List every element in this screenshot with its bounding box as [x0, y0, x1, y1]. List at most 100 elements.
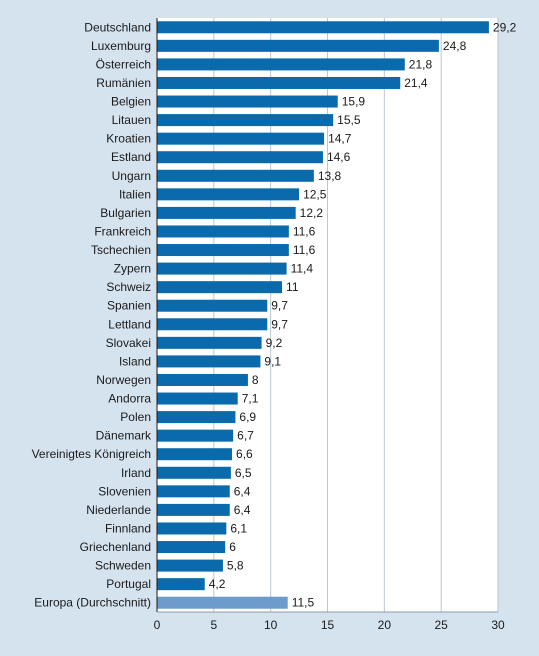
category-label: Schweden	[95, 559, 151, 573]
value-label: 6,1	[230, 521, 247, 535]
category-label: Lettland	[108, 317, 151, 331]
x-tick-label: 30	[491, 618, 505, 632]
bar	[157, 262, 287, 275]
bar	[157, 429, 234, 442]
bar	[157, 132, 325, 145]
x-tick-label: 5	[210, 618, 217, 632]
category-label: Polen	[120, 410, 151, 424]
category-label: Österreich	[96, 57, 151, 71]
category-label: Litauen	[112, 113, 151, 127]
category-label: Frankreich	[94, 224, 151, 238]
value-label: 6,6	[236, 447, 253, 461]
value-label: 9,2	[266, 336, 283, 350]
category-label: Slovenien	[98, 484, 151, 498]
bar	[157, 318, 268, 331]
category-label: Tschechien	[91, 243, 151, 257]
bar	[157, 411, 236, 424]
bar	[157, 373, 248, 386]
category-label: Estland	[111, 150, 151, 164]
value-label: 5,8	[227, 559, 244, 573]
category-label: Italien	[119, 187, 151, 201]
value-label: 9,7	[271, 299, 288, 313]
category-label: Rumänien	[96, 76, 151, 90]
bar	[157, 76, 401, 89]
category-label: Finnland	[105, 521, 151, 535]
value-label: 9,7	[271, 317, 288, 331]
category-label: Schweiz	[106, 280, 151, 294]
bar	[157, 114, 334, 127]
bar	[157, 225, 289, 238]
value-label: 21,8	[409, 57, 433, 71]
bar	[157, 578, 205, 591]
value-label: 6,7	[237, 429, 254, 443]
category-label: Niederlande	[86, 503, 151, 517]
category-label: Ungarn	[112, 169, 151, 183]
category-label: Dänemark	[96, 429, 152, 443]
value-label: 7,1	[242, 392, 259, 406]
category-label: Belgien	[111, 95, 151, 109]
value-label: 21,4	[404, 76, 428, 90]
category-label: Zypern	[114, 262, 151, 276]
value-label: 29,2	[493, 20, 517, 34]
bar	[157, 188, 300, 201]
category-label: Slovakei	[106, 336, 151, 350]
x-tick-label: 25	[434, 618, 448, 632]
category-label: Deutschland	[84, 20, 151, 34]
bar	[157, 58, 405, 71]
value-label: 13,8	[318, 169, 342, 183]
bar	[157, 392, 238, 405]
value-label: 6,5	[235, 466, 252, 480]
bar	[157, 485, 230, 498]
bar	[157, 448, 233, 461]
bar	[157, 151, 323, 164]
category-label: Vereinigtes Königreich	[32, 447, 151, 461]
bar	[157, 95, 338, 108]
category-label: Portugal	[106, 577, 151, 591]
bar	[157, 21, 489, 34]
x-tick-label: 20	[378, 618, 392, 632]
value-label: 6,9	[239, 410, 256, 424]
value-label: 12,2	[300, 206, 324, 220]
category-label: Irland	[121, 466, 151, 480]
value-label: 6,4	[234, 484, 251, 498]
bar	[157, 281, 283, 294]
value-label: 15,9	[342, 95, 366, 109]
category-label: Griechenland	[80, 540, 151, 554]
bar	[157, 336, 262, 349]
value-label: 14,7	[328, 132, 352, 146]
value-label: 12,5	[303, 187, 327, 201]
category-label: Kroatien	[106, 132, 151, 146]
x-tick-label: 0	[154, 618, 161, 632]
value-label: 11,5	[292, 596, 315, 610]
bar	[157, 522, 227, 535]
value-label: 15,5	[337, 113, 361, 127]
bar	[157, 169, 314, 182]
bar	[157, 299, 268, 312]
value-label: 11,6	[293, 224, 316, 238]
value-label: 24,8	[443, 39, 467, 53]
value-label: 9,1	[264, 354, 281, 368]
category-label: Norwegen	[96, 373, 151, 387]
category-label: Bulgarien	[100, 206, 151, 220]
bar	[157, 503, 230, 516]
value-label: 6	[229, 540, 236, 554]
category-label: Europa (Durchschnitt)	[34, 596, 151, 610]
value-label: 11	[286, 280, 299, 294]
value-label: 14,6	[327, 150, 351, 164]
category-label: Island	[119, 354, 151, 368]
bar	[157, 39, 439, 52]
bar	[157, 541, 226, 554]
bar	[157, 596, 288, 609]
category-label: Luxemburg	[91, 39, 151, 53]
bar	[157, 244, 289, 257]
x-tick-label: 10	[264, 618, 278, 632]
bar	[157, 206, 296, 219]
bar	[157, 466, 231, 479]
bar	[157, 559, 223, 572]
bar	[157, 355, 261, 368]
value-label: 11,4	[291, 262, 314, 276]
value-label: 11,6	[293, 243, 316, 257]
x-tick-label: 15	[321, 618, 335, 632]
